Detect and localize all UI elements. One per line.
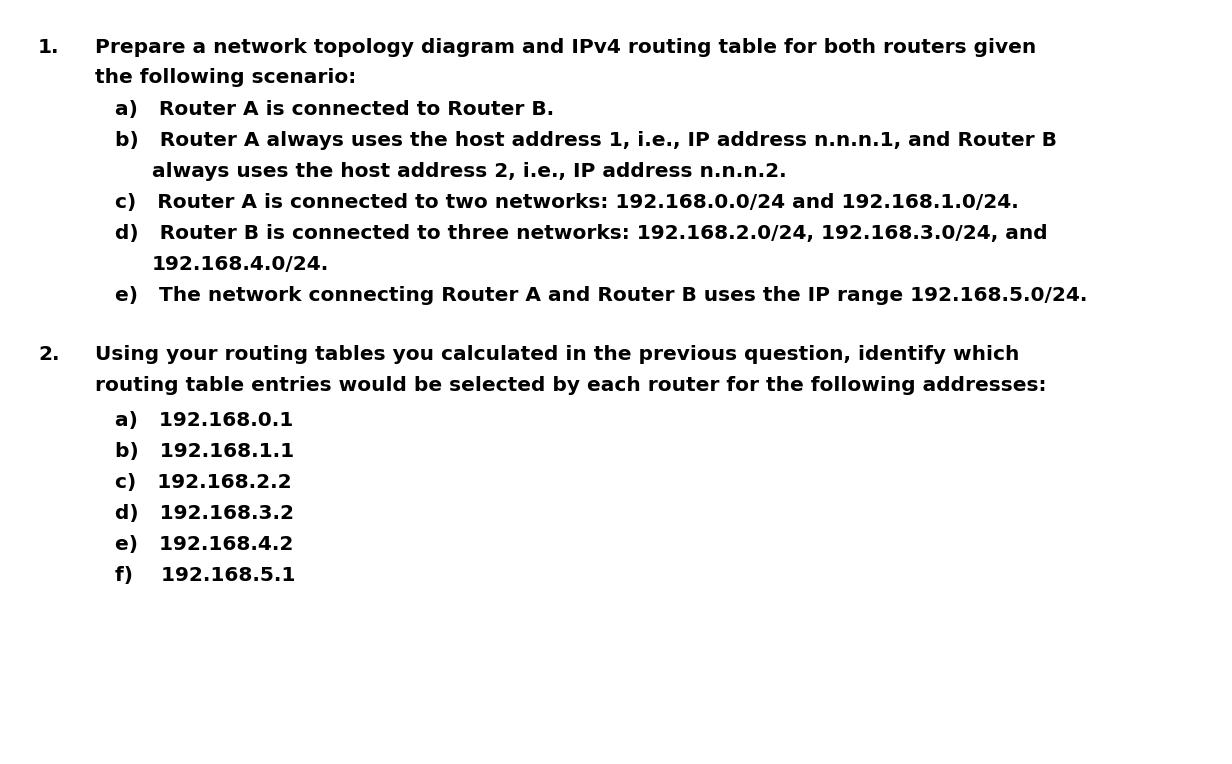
- Text: Using your routing tables you calculated in the previous question, identify whic: Using your routing tables you calculated…: [95, 345, 1019, 364]
- Text: e)   192.168.4.2: e) 192.168.4.2: [115, 535, 293, 554]
- Text: b)   192.168.1.1: b) 192.168.1.1: [115, 442, 294, 461]
- Text: d)   Router B is connected to three networks: 192.168.2.0/24, 192.168.3.0/24, an: d) Router B is connected to three networ…: [115, 224, 1047, 243]
- Text: c)   192.168.2.2: c) 192.168.2.2: [115, 473, 292, 492]
- Text: 1.: 1.: [38, 38, 59, 57]
- Text: Prepare a network topology diagram and IPv4 routing table for both routers given: Prepare a network topology diagram and I…: [95, 38, 1036, 57]
- Text: the following scenario:: the following scenario:: [95, 68, 356, 87]
- Text: 192.168.4.0/24.: 192.168.4.0/24.: [152, 255, 329, 274]
- Text: d)   192.168.3.2: d) 192.168.3.2: [115, 504, 294, 523]
- Text: always uses the host address 2, i.e., IP address n.n.n.2.: always uses the host address 2, i.e., IP…: [152, 162, 786, 181]
- Text: b)   Router A always uses the host address 1, i.e., IP address n.n.n.1, and Rout: b) Router A always uses the host address…: [115, 131, 1057, 150]
- Text: c)   Router A is connected to two networks: 192.168.0.0/24 and 192.168.1.0/24.: c) Router A is connected to two networks…: [115, 193, 1019, 212]
- Text: routing table entries would be selected by each router for the following address: routing table entries would be selected …: [95, 376, 1046, 395]
- Text: f)    192.168.5.1: f) 192.168.5.1: [115, 566, 296, 585]
- Text: 2.: 2.: [38, 345, 59, 364]
- Text: e)   The network connecting Router A and Router B uses the IP range 192.168.5.0/: e) The network connecting Router A and R…: [115, 286, 1088, 305]
- Text: a)   Router A is connected to Router B.: a) Router A is connected to Router B.: [115, 100, 554, 119]
- Text: a)   192.168.0.1: a) 192.168.0.1: [115, 411, 293, 430]
